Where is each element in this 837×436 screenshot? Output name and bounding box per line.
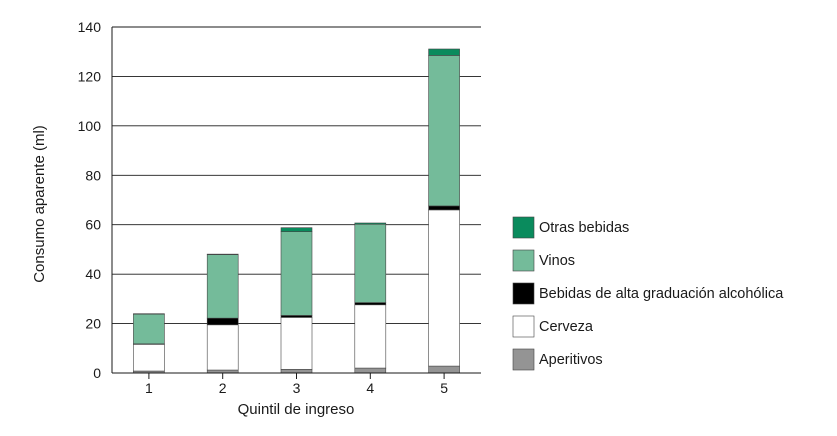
bar-segment: [281, 232, 312, 316]
legend-label: Cerveza: [539, 319, 594, 335]
bars: [133, 49, 459, 373]
bar-segment: [355, 305, 386, 368]
y-tick-label: 80: [85, 167, 101, 183]
bar-segment: [207, 255, 238, 319]
bar-segment: [281, 369, 312, 373]
y-tick-label: 40: [85, 266, 101, 282]
legend-swatch: [513, 250, 534, 271]
x-tick-label: 1: [145, 380, 153, 396]
x-tick-label: 5: [440, 380, 448, 396]
bar-segment: [281, 317, 312, 369]
y-tick-label: 140: [78, 19, 102, 35]
y-axis-title: Consumo aparente (ml): [31, 125, 48, 283]
legend-swatch: [513, 217, 534, 238]
y-tick-label: 120: [78, 68, 102, 84]
bar-segment: [429, 49, 460, 55]
y-tick-label: 100: [78, 118, 102, 134]
bar-segment: [133, 344, 164, 371]
bar-segment: [133, 314, 164, 344]
legend-label: Aperitivos: [539, 352, 603, 368]
x-axis-title: Quintil de ingreso: [238, 401, 355, 418]
bar-segment: [355, 368, 386, 373]
legend-label: Bebidas de alta graduación alcohólica: [539, 286, 784, 302]
bar-segment: [355, 303, 386, 305]
x-tick-label: 4: [366, 380, 374, 396]
bar-segment: [355, 223, 386, 224]
y-tick-label: 20: [85, 316, 101, 332]
legend-swatch: [513, 283, 534, 304]
x-tick-label: 3: [293, 380, 301, 396]
y-tick-label: 60: [85, 217, 101, 233]
bar-segment: [429, 210, 460, 366]
bar-segment: [207, 318, 238, 325]
bar-segment: [207, 325, 238, 370]
y-tick-label: 0: [93, 365, 101, 381]
bar-segment: [429, 366, 460, 373]
legend-swatch: [513, 349, 534, 370]
legend-label: Otras bebidas: [539, 220, 629, 236]
legend: Otras bebidas Vinos Bebidas de alta gradua…: [513, 217, 784, 370]
bar-segment: [429, 206, 460, 210]
bar-segment: [281, 228, 312, 232]
legend-swatch: [513, 316, 534, 337]
bar-segment: [355, 224, 386, 302]
bar-segment: [429, 55, 460, 206]
x-tick-label: 2: [219, 380, 227, 396]
legend-label: Vinos: [539, 253, 575, 269]
